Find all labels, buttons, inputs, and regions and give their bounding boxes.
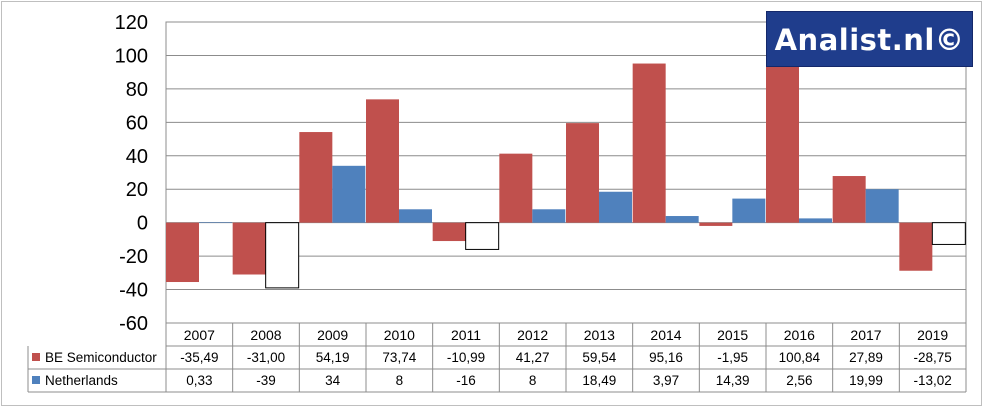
watermark-logo: Analist.nl© <box>766 11 973 67</box>
data-value: 8 <box>529 373 537 388</box>
data-value: 14,39 <box>716 373 750 388</box>
data-value: 0,33 <box>186 373 212 388</box>
y-tick-label: 80 <box>126 79 148 101</box>
bar <box>732 198 766 223</box>
legend-swatch <box>32 353 40 361</box>
bar <box>832 176 866 223</box>
series-name: BE Semiconductor <box>45 350 157 365</box>
bar <box>166 222 199 283</box>
data-value: 18,49 <box>582 373 616 388</box>
data-value: -13,02 <box>914 373 952 388</box>
data-value: 95,16 <box>649 350 683 365</box>
data-value: 100,84 <box>779 350 821 365</box>
category-label: 2016 <box>784 327 815 343</box>
data-value: 59,54 <box>582 350 616 365</box>
category-label: 2011 <box>451 327 481 343</box>
bar <box>232 222 266 275</box>
y-tick-label: 100 <box>115 45 148 67</box>
bar <box>865 189 899 223</box>
data-value: -1,95 <box>717 350 748 365</box>
data-value: 34 <box>325 373 341 388</box>
bar <box>566 123 599 223</box>
bar <box>599 191 632 223</box>
data-value: 41,27 <box>516 350 550 365</box>
bar <box>699 222 733 226</box>
category-label: 2012 <box>517 327 548 343</box>
bar <box>665 216 699 223</box>
data-value: 54,19 <box>316 350 350 365</box>
bar <box>766 54 799 223</box>
bar <box>366 99 399 223</box>
data-value: -16 <box>456 373 476 388</box>
y-tick-label: 120 <box>115 12 148 34</box>
y-tick-label: 20 <box>126 179 148 201</box>
bar <box>632 63 666 223</box>
data-value: -28,75 <box>914 350 952 365</box>
category-label: 2013 <box>584 327 615 343</box>
data-value: -10,99 <box>447 350 485 365</box>
category-label: 2010 <box>384 327 415 343</box>
category-label: 2007 <box>184 327 215 343</box>
bar <box>931 222 966 245</box>
bar <box>299 132 333 223</box>
category-label: 2014 <box>650 327 681 343</box>
series-name: Netherlands <box>45 373 118 388</box>
data-value: 27,89 <box>849 350 883 365</box>
y-tick-label: 0 <box>137 213 148 235</box>
bar <box>199 222 232 223</box>
category-label: 2017 <box>850 327 881 343</box>
y-tick-label: -20 <box>119 246 148 268</box>
category-label: 2019 <box>917 327 948 343</box>
data-value: -31,00 <box>247 350 285 365</box>
category-label: 2009 <box>317 327 348 343</box>
category-label: 2015 <box>717 327 748 343</box>
y-tick-label: 40 <box>126 146 148 168</box>
data-value: 73,74 <box>382 350 416 365</box>
y-tick-label: -40 <box>119 280 148 302</box>
category-label: 2008 <box>250 327 281 343</box>
bar <box>432 222 466 242</box>
data-value: -35,49 <box>180 350 218 365</box>
y-tick-label: -60 <box>119 313 148 335</box>
data-value: 2,56 <box>786 373 812 388</box>
bar <box>332 165 366 223</box>
bar <box>899 222 933 271</box>
data-value: 3,97 <box>653 373 679 388</box>
data-value: 8 <box>396 373 404 388</box>
bar <box>465 222 500 250</box>
data-value: 19,99 <box>849 373 883 388</box>
y-tick-label: 60 <box>126 112 148 134</box>
bar <box>265 222 300 289</box>
bar <box>499 153 533 223</box>
bar <box>399 209 432 223</box>
bar <box>799 218 832 223</box>
data-value: -39 <box>256 373 276 388</box>
legend-swatch <box>32 376 40 384</box>
bar <box>532 209 566 223</box>
